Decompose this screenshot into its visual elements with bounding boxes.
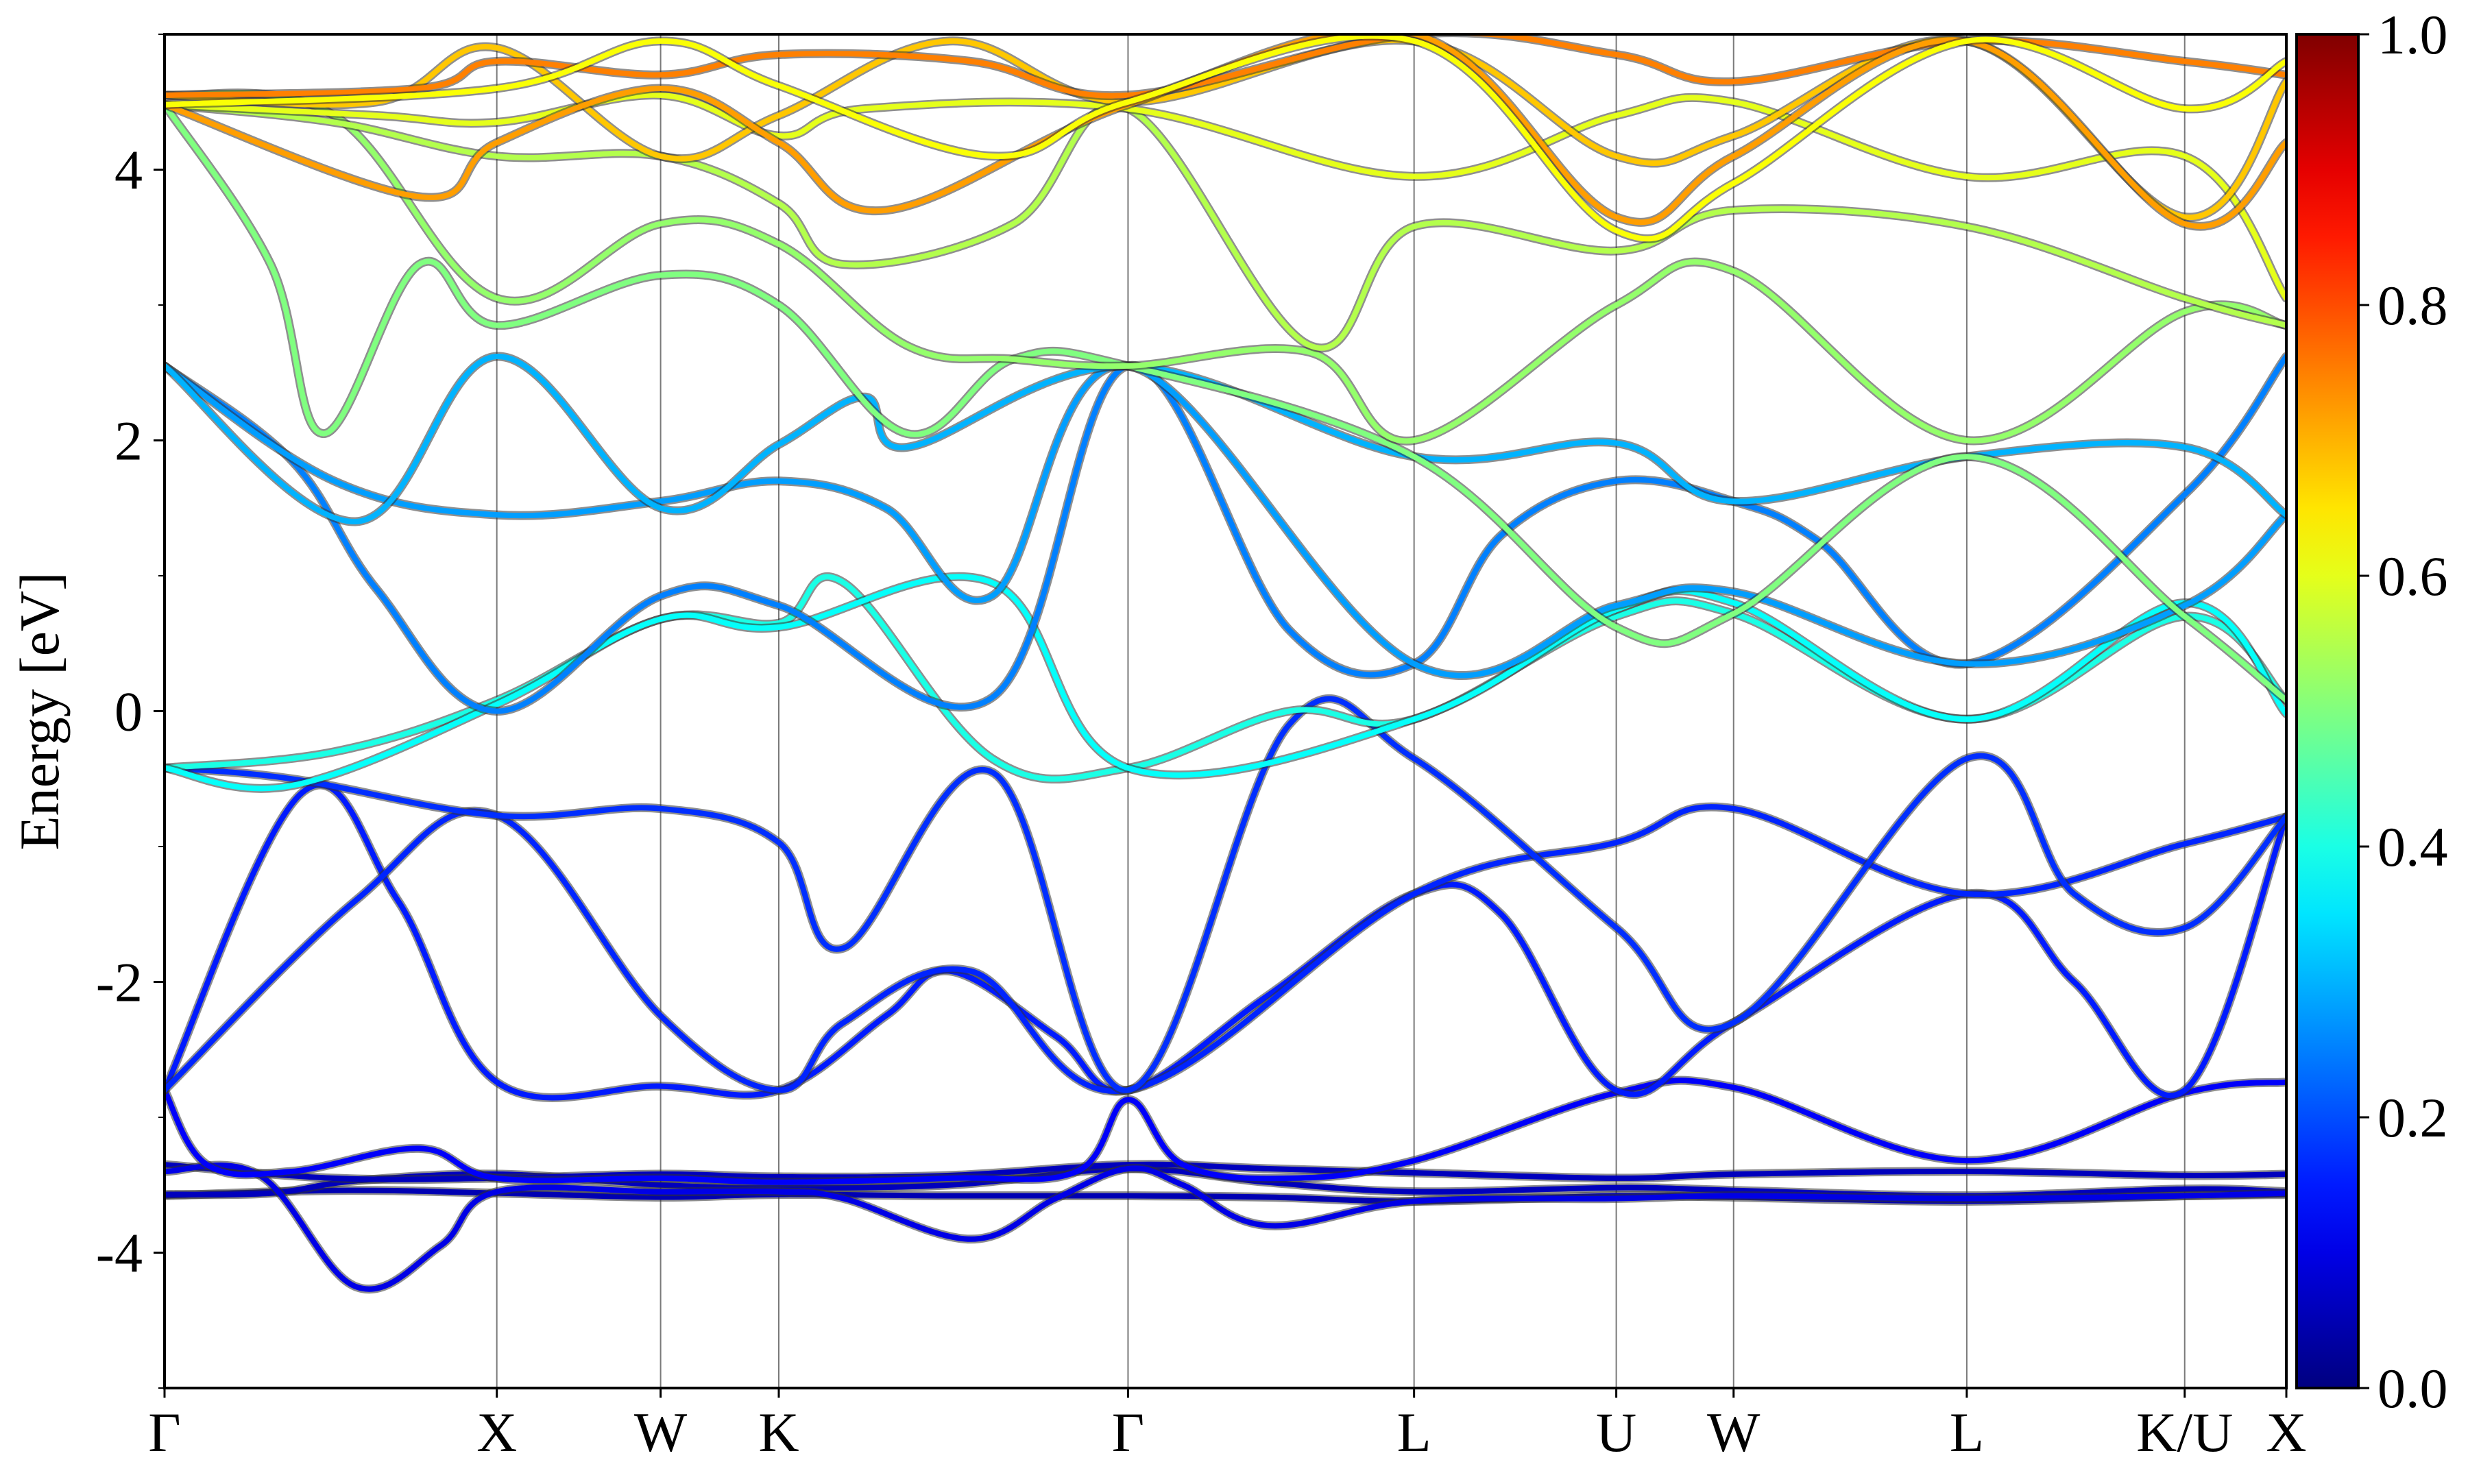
y-tick-label: -4 (96, 1222, 143, 1285)
x-tick-label: K (758, 1401, 799, 1463)
colorbar-tick-label: 0.4 (2378, 816, 2448, 878)
band-line (165, 804, 2286, 1095)
band-outline (165, 572, 2286, 784)
y-tick-label: 4 (114, 139, 143, 202)
colorbar-tick-label: 0.6 (2378, 545, 2448, 607)
band-outline (165, 100, 2286, 705)
high-symmetry-lines (496, 34, 2186, 1388)
x-tick-label: L (1397, 1401, 1431, 1463)
colorbar-tick-label: 0.2 (2378, 1086, 2448, 1149)
band-line (165, 574, 2286, 792)
x-tick-label: Γ (1112, 1401, 1144, 1463)
x-tick-label: X (476, 1401, 517, 1463)
x-axis-ticks: Γ X W K Γ L U W L K/U X (148, 1388, 2307, 1463)
band-line (165, 574, 2286, 782)
y-tick-label: -2 (96, 951, 143, 1014)
colorbar-tick-label: 1.0 (2378, 3, 2448, 66)
x-tick-label: Γ (148, 1401, 180, 1463)
band-line (165, 1078, 2286, 1185)
y-axis-ticks: -4 -2 0 2 4 (96, 34, 165, 1389)
band-line (165, 696, 2286, 1093)
band-line (165, 34, 2286, 242)
band-line (165, 92, 2286, 302)
colorbar (2295, 33, 2360, 1389)
band-outline (165, 802, 2286, 1096)
x-tick-label: W (634, 1401, 688, 1463)
band-line (165, 782, 2286, 1101)
y-tick-label: 2 (114, 410, 143, 472)
x-tick-label: K/U (2136, 1401, 2233, 1463)
x-tick-label: U (1596, 1401, 1636, 1463)
colorbar-ticks: 0.0 0.2 0.4 0.6 0.8 1.0 (2358, 3, 2448, 1420)
y-tick-label: 0 (114, 681, 143, 743)
band-outline (165, 1160, 2286, 1294)
band-lines (165, 34, 2286, 1294)
band-line (165, 353, 2286, 525)
colorbar-tick-label: 0.0 (2378, 1357, 2448, 1420)
band-line (165, 1163, 2286, 1292)
band-line (165, 90, 2286, 444)
band-outline (165, 352, 2286, 716)
band-line (165, 354, 2286, 714)
band-line (165, 101, 2286, 351)
x-tick-label: X (2266, 1401, 2306, 1463)
x-tick-label: L (1950, 1401, 1984, 1463)
x-tick-label: W (1707, 1401, 1761, 1463)
band-line (165, 101, 2286, 703)
colorbar-tick-label: 0.8 (2378, 274, 2448, 337)
band-outline (165, 780, 2286, 1102)
y-axis-label: Energy [eV] (8, 572, 71, 850)
